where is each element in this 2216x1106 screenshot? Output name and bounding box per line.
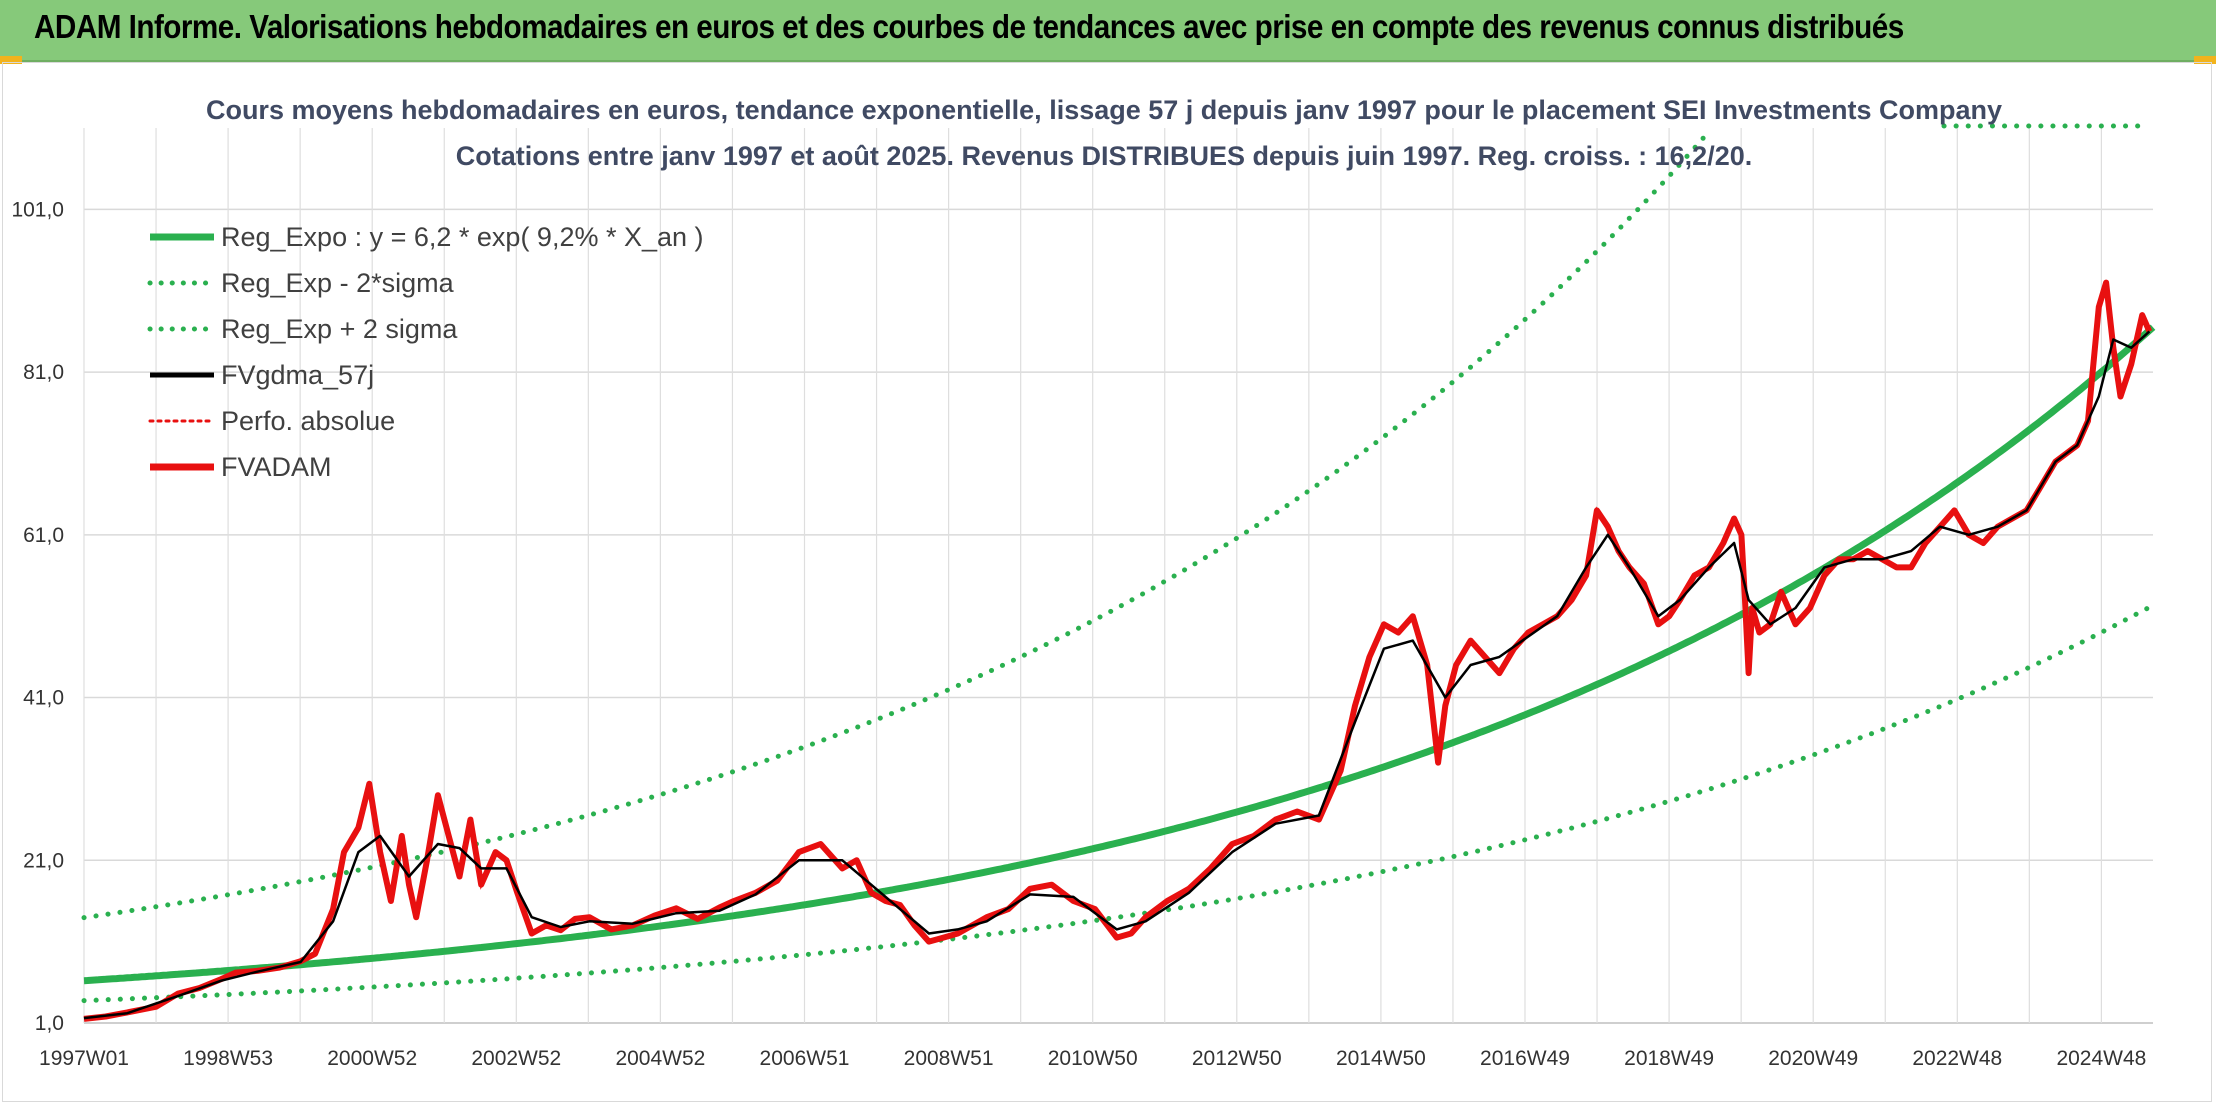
chart-title-line-1: Cours moyens hebdomadaires en euros, ten… xyxy=(206,95,2002,125)
y-tick-label: 41,0 xyxy=(23,687,64,710)
chart-title-block: Cours moyens hebdomadaires en euros, ten… xyxy=(206,95,2002,171)
x-tick-label: 2022W48 xyxy=(1912,1047,2002,1070)
x-tick-label: 2024W48 xyxy=(2056,1047,2146,1070)
x-tick-label: 2004W52 xyxy=(615,1047,705,1070)
x-tick-label: 2008W51 xyxy=(904,1047,994,1070)
legend-label: FVADAM xyxy=(221,452,332,482)
x-tick-label: 2002W52 xyxy=(471,1047,561,1070)
chart-legend: Reg_Expo : y = 6,2 * exp( 9,2% * X_an ) R… xyxy=(147,222,704,482)
reg-exp-minus-2sigma-line xyxy=(81,602,2156,1004)
legend-label: Reg_Exp - 2*sigma xyxy=(221,268,455,298)
y-tick-label: 1,0 xyxy=(35,1012,64,1035)
chart-frame xyxy=(2,62,2212,1102)
x-tick-label: 2000W52 xyxy=(327,1047,417,1070)
x-tick-label: 2020W49 xyxy=(1768,1047,1858,1070)
y-tick-label: 101,0 xyxy=(11,198,64,221)
x-tick-label: 2012W50 xyxy=(1192,1047,1282,1070)
x-tick-label: 2018W49 xyxy=(1624,1047,1714,1070)
right-corner-accent xyxy=(2194,56,2216,64)
report-banner: ADAM Informe. Valorisations hebdomadaire… xyxy=(0,0,2216,62)
chart-title-line-2: Cotations entre janv 1997 et août 2025. … xyxy=(456,141,1752,171)
tick-layer: 1,0 21,0 41,0 61,0 81,0 101,0 1997W01 1998W53 20… xyxy=(11,198,2146,1070)
reg-expo-line xyxy=(83,324,2156,985)
x-tick-label: 2016W49 xyxy=(1480,1047,1570,1070)
legend-label: Reg_Exp + 2 sigma xyxy=(221,314,458,344)
y-tick-label: 61,0 xyxy=(23,524,64,547)
x-tick-label: 1997W01 xyxy=(39,1047,129,1070)
series-layer xyxy=(81,123,2156,1022)
legend-label: Reg_Expo : y = 6,2 * exp( 9,2% * X_an ) xyxy=(221,222,704,252)
report-title: ADAM Informe. Valorisations hebdomadaire… xyxy=(34,8,1904,45)
fvgdma-57j-line xyxy=(83,330,2151,1020)
fvadam-line xyxy=(83,279,2153,1022)
perfo-absolue-line xyxy=(83,282,2151,1021)
y-tick-label: 21,0 xyxy=(23,849,64,872)
x-tick-label: 1998W53 xyxy=(183,1047,273,1070)
legend-label: FVgdma_57j xyxy=(221,360,374,390)
x-tick-label: 2014W50 xyxy=(1336,1047,1426,1070)
left-corner-accent xyxy=(0,56,22,64)
x-tick-label: 2010W50 xyxy=(1048,1047,1138,1070)
x-tick-label: 2006W51 xyxy=(760,1047,850,1070)
legend-label: Perfo. absolue xyxy=(221,406,395,436)
y-tick-label: 81,0 xyxy=(23,361,64,384)
